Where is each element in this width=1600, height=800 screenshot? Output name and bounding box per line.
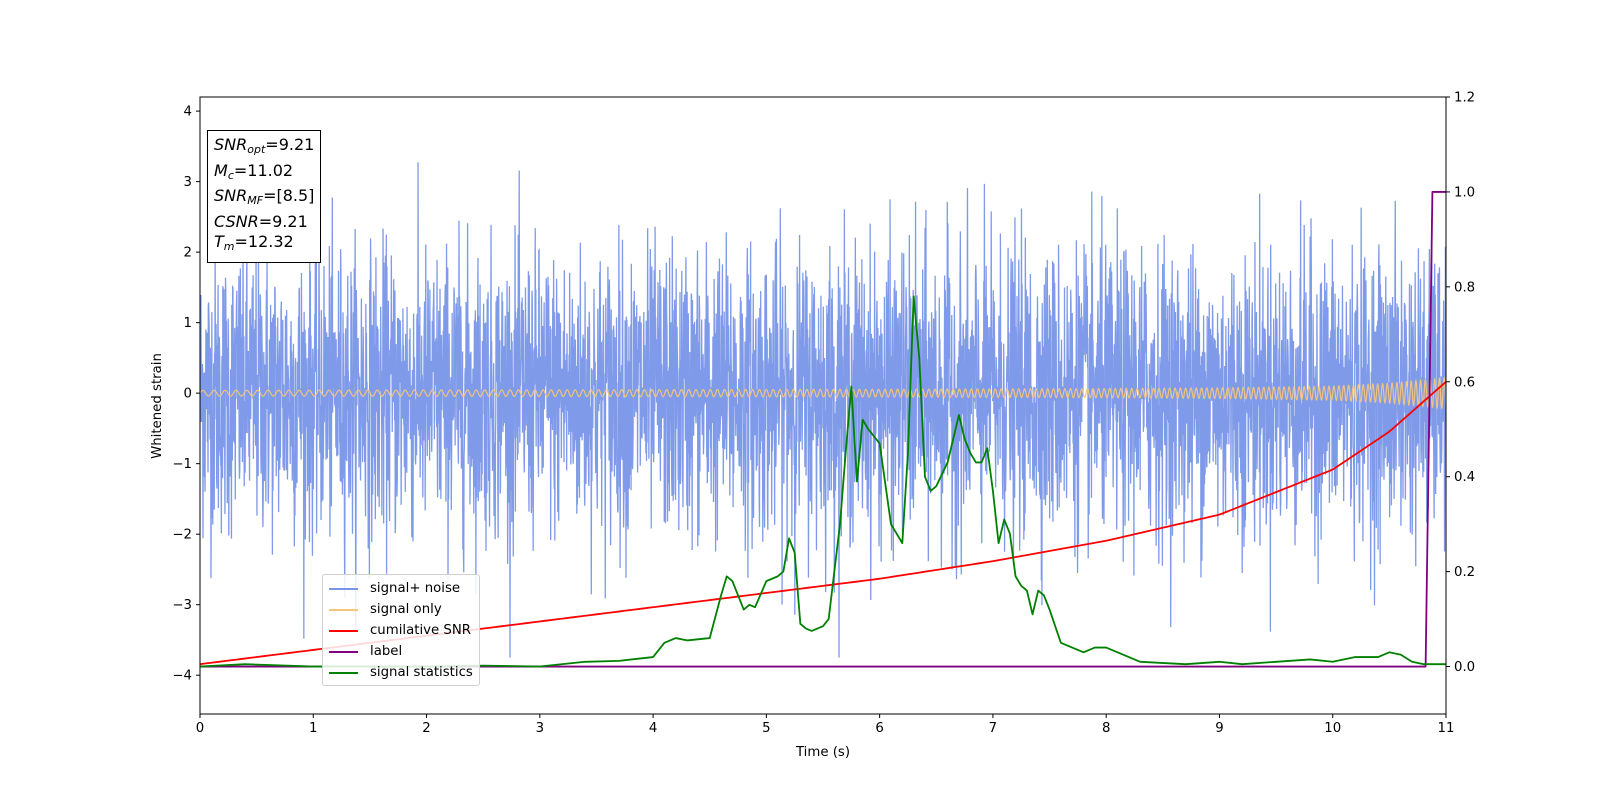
csnr-annotation: CSNR=9.21 bbox=[214, 211, 308, 231]
y-left-tick-label: 1 bbox=[184, 316, 192, 331]
axes-layer: 0 1 2 3 4 5 6 7 8 9 10 1143210−1−2−3−41.21.00.80.60… bbox=[172, 91, 1475, 737]
legend-swatch bbox=[329, 629, 358, 632]
x-tick-label: 0 bbox=[196, 721, 204, 736]
legend-item-signal-noise: signal+ noise bbox=[329, 578, 473, 599]
legend-item-cumulative-snr: cumilative SNR bbox=[329, 620, 473, 641]
chirp-mass-annotation: Mc=11.02 bbox=[214, 160, 294, 182]
y-right-tick-label: 1.0 bbox=[1454, 185, 1475, 200]
signal-statistics-line bbox=[200, 295, 1446, 668]
x-tick-label: 8 bbox=[1102, 721, 1110, 736]
legend-label: signal statistics bbox=[370, 665, 473, 680]
signal-only-line bbox=[200, 376, 1446, 410]
x-tick-label: 11 bbox=[1438, 721, 1455, 736]
y-left-tick-label: 3 bbox=[184, 175, 192, 190]
x-axis-label: Time (s) bbox=[795, 745, 850, 760]
x-tick-label: 7 bbox=[989, 721, 997, 736]
x-tick-label: 9 bbox=[1215, 721, 1223, 736]
y-left-tick-label: −1 bbox=[172, 457, 192, 472]
y-right-tick-label: 0.2 bbox=[1454, 565, 1475, 580]
tm-annotation: Tm=12.32 bbox=[214, 232, 294, 253]
y-right-tick-label: 0.6 bbox=[1454, 375, 1475, 390]
y-right-tick-label: 0.4 bbox=[1454, 470, 1475, 485]
legend-label: signal+ noise bbox=[370, 581, 461, 596]
snr-opt-annotation: SNRopt=9.21 bbox=[214, 135, 315, 156]
y-right-tick-label: 0.0 bbox=[1454, 660, 1475, 675]
y-left-tick-label: −2 bbox=[172, 528, 192, 543]
legend-item-signal-only: signal only bbox=[329, 599, 473, 620]
label-line bbox=[200, 191, 1446, 668]
legend-swatch bbox=[329, 671, 358, 674]
y-right-tick-label: 1.2 bbox=[1454, 91, 1475, 106]
legend-swatch bbox=[329, 608, 358, 611]
legend-label: signal only bbox=[370, 602, 442, 617]
x-tick-label: 4 bbox=[649, 721, 657, 736]
y-left-tick-label: 4 bbox=[184, 105, 192, 120]
x-tick-label: 2 bbox=[422, 721, 430, 736]
y-left-tick-label: −3 bbox=[172, 598, 192, 613]
y-axis-label: Whitened strain bbox=[150, 353, 165, 459]
x-tick-label: 10 bbox=[1324, 721, 1341, 736]
x-tick-label: 6 bbox=[875, 721, 883, 736]
plot-area-frame bbox=[199, 96, 1447, 715]
legend-label: cumilative SNR bbox=[370, 623, 472, 638]
signal-only-series-layer bbox=[200, 376, 1446, 410]
signal-noise-line bbox=[200, 162, 1446, 658]
y-left-tick-label: 0 bbox=[184, 387, 192, 402]
legend-label: label bbox=[370, 644, 403, 659]
x-tick-label: 1 bbox=[309, 721, 317, 736]
legend-swatch bbox=[329, 650, 358, 653]
y-right-tick-label: 0.8 bbox=[1454, 280, 1475, 295]
parameter-annotation-box: SNRopt=9.21 Mc=11.02 SNRMF=[8.5] CSNR=9.… bbox=[207, 130, 322, 263]
noise-series-layer bbox=[200, 162, 1446, 658]
legend: signal+ noise signal only cumilative SNR… bbox=[322, 574, 480, 686]
y-left-tick-label: −4 bbox=[172, 669, 192, 684]
snr-mf-annotation: SNRMF=[8.5] bbox=[214, 186, 315, 207]
x-tick-label: 5 bbox=[762, 721, 770, 736]
legend-item-label: label bbox=[329, 641, 473, 662]
legend-swatch bbox=[329, 587, 358, 590]
x-tick-label: 3 bbox=[536, 721, 544, 736]
legend-item-signal-statistics: signal statistics bbox=[329, 662, 473, 683]
y-left-tick-label: 2 bbox=[184, 246, 192, 261]
